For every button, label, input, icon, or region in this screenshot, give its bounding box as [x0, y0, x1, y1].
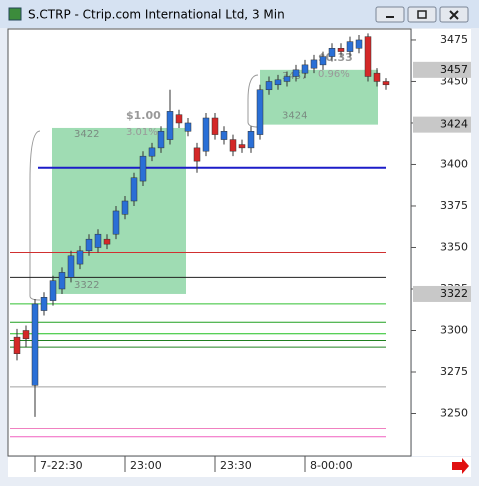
candle-body [40, 297, 48, 311]
close-icon [449, 10, 459, 20]
zone-low-label: 3322 [74, 280, 99, 291]
restore-icon [417, 10, 427, 19]
x-tick-label: 8-00:00 [310, 459, 353, 472]
candle-body [220, 131, 228, 140]
candle-body [355, 39, 363, 49]
candle-body [103, 238, 111, 245]
candle-body [265, 81, 273, 91]
candle-body [184, 122, 192, 132]
candle-body [310, 59, 318, 69]
candle-body [274, 79, 282, 86]
candle-body [211, 117, 219, 135]
candle-body [364, 36, 372, 77]
scroll-arrow[interactable] [452, 458, 469, 474]
y-tick-label: 3300 [440, 323, 468, 336]
candle-body [337, 48, 345, 52]
candle-body [139, 155, 147, 182]
price-label: 3457 [440, 63, 468, 76]
zone-percent: 0.96% [318, 69, 350, 80]
app-icon [8, 7, 22, 21]
candle-body [22, 330, 30, 340]
zone [260, 69, 378, 125]
candle-body [130, 177, 138, 202]
candle-body [283, 76, 291, 82]
candle-body [229, 139, 237, 152]
price-label-box [413, 116, 471, 133]
candle-body [346, 41, 354, 52]
zone-change: $0.33 [318, 51, 353, 64]
time-axis [8, 457, 471, 477]
candle-body [94, 233, 102, 248]
candle-body [373, 72, 381, 82]
window-title: S.CTRP - Ctrip.com International Ltd, 3 … [28, 8, 285, 22]
x-tick-label: 23:30 [220, 459, 252, 472]
y-tick-label: 3350 [440, 240, 468, 253]
candle-body [202, 117, 210, 152]
candle-body [112, 210, 120, 235]
candle-body [148, 147, 156, 157]
zone-low-label: 3424 [282, 111, 307, 122]
candle-body [166, 111, 174, 140]
restore-button[interactable] [407, 6, 437, 23]
candle-body [256, 89, 264, 135]
candle-body [175, 114, 183, 124]
price-axis [412, 29, 471, 456]
candle-body [13, 336, 21, 354]
zone-bracket [247, 74, 259, 128]
candle-body [319, 56, 327, 66]
candle-body [301, 64, 309, 74]
candle-body [31, 303, 39, 386]
candle-body [328, 48, 336, 57]
candle-body [382, 81, 390, 86]
price-label-box [413, 285, 471, 302]
price-label: 3424 [440, 118, 468, 131]
y-tick-label: 3375 [440, 199, 468, 212]
x-tick-label: 23:00 [130, 459, 162, 472]
candle-body [238, 144, 246, 149]
y-tick-label: 3275 [440, 365, 468, 378]
candle-body [247, 131, 255, 149]
y-tick-label: 3250 [440, 406, 468, 419]
candle-body [157, 131, 165, 149]
candle-body [67, 255, 75, 278]
price-label-box [413, 61, 471, 78]
candle-body [58, 272, 66, 290]
window-buttons[interactable] [375, 6, 469, 23]
candle-body [121, 200, 129, 215]
candle-body [193, 147, 201, 162]
candle-body [292, 69, 300, 77]
zone-percent: 3.01% [126, 127, 158, 138]
price-label: 3322 [440, 287, 468, 300]
y-tick-label: 3475 [440, 33, 468, 46]
candle-body [76, 250, 84, 265]
y-tick-label: 3400 [440, 157, 468, 170]
zone-change: $1.00 [126, 109, 161, 122]
x-tick-label: 7-22:30 [40, 459, 83, 472]
candle-body [85, 238, 93, 252]
candle-body [49, 280, 57, 301]
minimize-button[interactable] [375, 6, 405, 23]
zone-high-label: 3422 [74, 129, 99, 140]
